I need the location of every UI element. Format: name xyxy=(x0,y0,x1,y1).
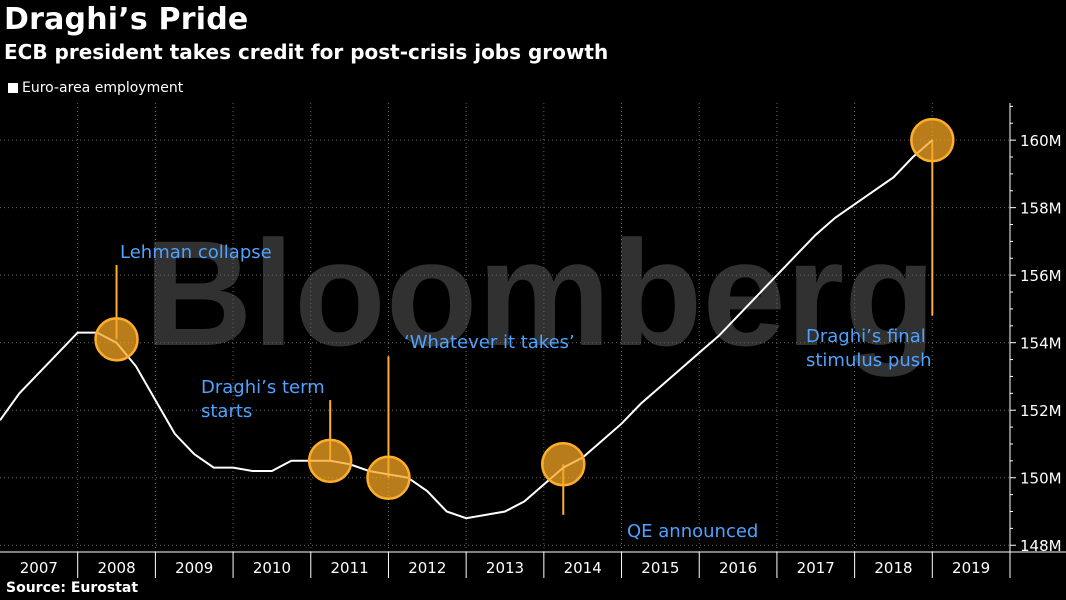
y-tick-label: 148M xyxy=(1020,537,1062,555)
series-line-employment xyxy=(0,139,933,520)
annotation-label: Draghi’s final xyxy=(806,326,926,347)
x-tick-label: 2019 xyxy=(952,559,990,577)
y-tick-label: 154M xyxy=(1020,335,1062,353)
legend-swatch xyxy=(8,83,18,93)
y-tick-label: 152M xyxy=(1020,402,1062,420)
chart-title: Draghi’s Pride xyxy=(4,2,249,37)
event-marker xyxy=(307,438,353,484)
x-tick-label: 2018 xyxy=(874,559,912,577)
y-tick-label: 156M xyxy=(1020,267,1062,285)
annotation-label: QE announced xyxy=(627,521,758,542)
y-tick-label: 158M xyxy=(1020,200,1062,218)
x-tick-label: 2011 xyxy=(331,559,369,577)
watermark-text: Bloomberg xyxy=(144,209,936,377)
legend-label: Euro-area employment xyxy=(22,80,184,96)
x-tick-label: 2015 xyxy=(641,559,679,577)
annotation-label: ‘Whatever it takes’ xyxy=(404,332,575,353)
event-marker xyxy=(910,117,955,163)
x-tick-label: 2009 xyxy=(175,559,213,577)
annotation-label: stimulus push xyxy=(806,350,932,371)
y-tick-label: 160M xyxy=(1020,132,1062,150)
event-marker xyxy=(94,317,139,362)
x-tick-label: 2007 xyxy=(20,559,58,577)
event-marker xyxy=(366,455,411,500)
x-tick-label: 2012 xyxy=(408,559,446,577)
annotation-label: Lehman collapse xyxy=(120,242,272,263)
source-note: Source: Eurostat xyxy=(6,580,139,596)
annotation-label: starts xyxy=(201,401,252,422)
x-tick-label: 2010 xyxy=(253,559,291,577)
x-tick-label: 2017 xyxy=(797,559,835,577)
x-tick-label: 2016 xyxy=(719,559,757,577)
chart-subtitle: ECB president takes credit for post-cris… xyxy=(4,40,609,64)
x-tick-label: 2014 xyxy=(564,559,602,577)
x-tick-label: 2008 xyxy=(97,559,135,577)
x-tick-label: 2013 xyxy=(486,559,524,577)
legend: Euro-area employment xyxy=(8,80,183,96)
annotation-label: Draghi’s term xyxy=(201,377,325,398)
event-marker xyxy=(541,441,586,487)
y-tick-label: 150M xyxy=(1020,470,1062,488)
